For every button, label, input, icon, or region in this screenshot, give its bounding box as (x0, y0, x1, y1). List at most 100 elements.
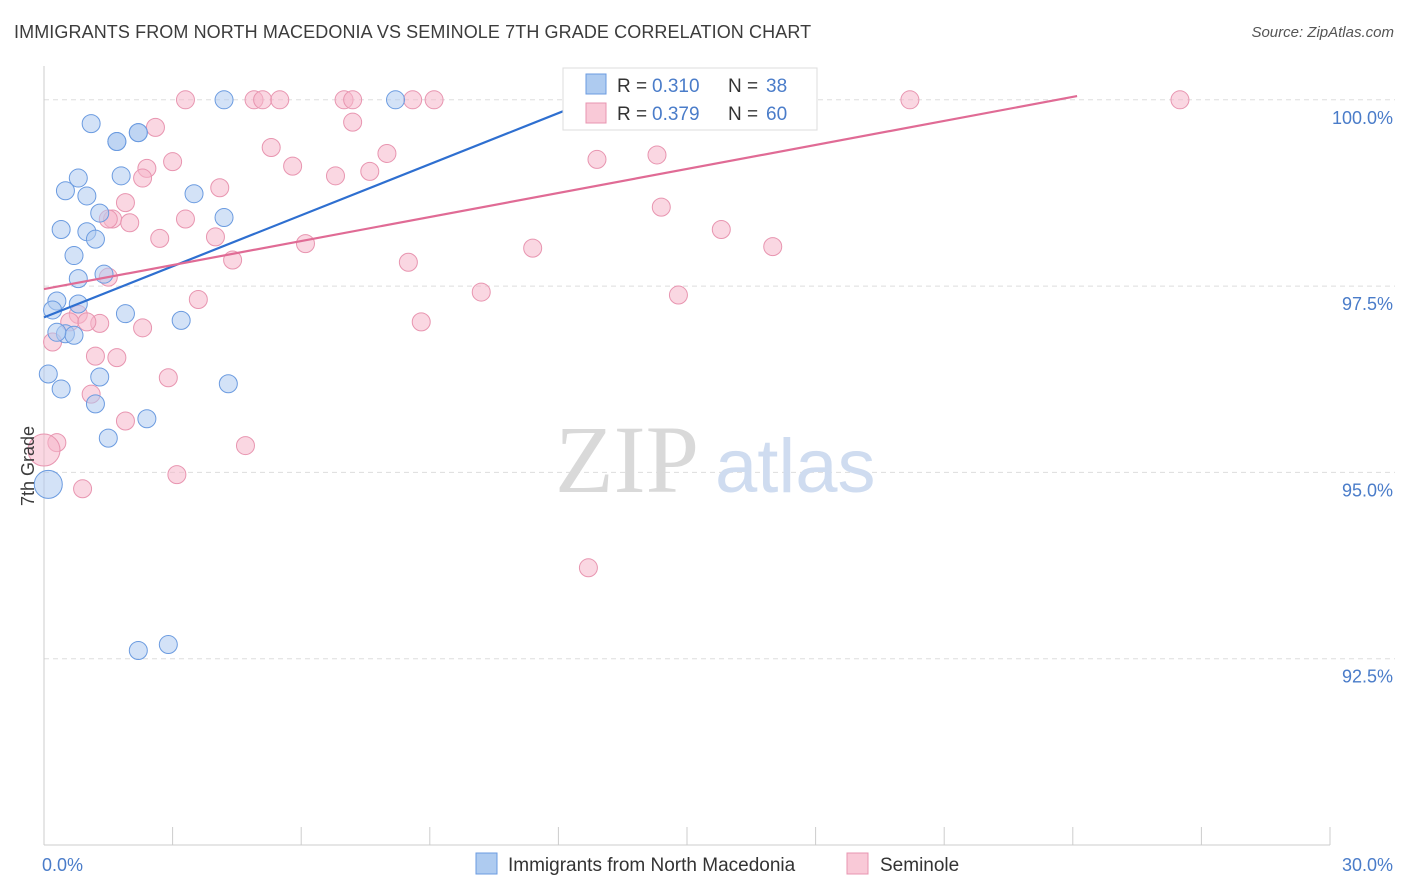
legend-r-label-2: R = (617, 104, 647, 125)
seminole-point-48 (107, 348, 127, 368)
trend-lines (43, 95, 1078, 319)
series-legend: Immigrants from North Macedonia Seminole (475, 852, 959, 876)
legend-r-value-1: 0.310 (652, 76, 700, 97)
seminole-point-53 (235, 436, 255, 456)
seminole-point-17 (163, 152, 183, 172)
seminole-point-11 (343, 112, 363, 132)
macedonia-point-31 (98, 428, 118, 448)
seminole-points (27, 90, 1190, 578)
seminole-point-43 (411, 312, 431, 332)
y-axis-title: 7th Grade (18, 426, 38, 506)
seminole-point-10 (145, 117, 165, 137)
seminole-point-19 (360, 161, 380, 181)
seminole-point-13 (261, 138, 281, 157)
y-tick-label-2: 95.0% (1342, 480, 1393, 500)
y-tick-label-0: 100.0% (1332, 108, 1393, 128)
seminole-point-49 (158, 368, 178, 388)
seminole-point-3 (270, 90, 290, 110)
macedonia-point-29 (85, 394, 105, 414)
macedonia-point-26 (90, 367, 110, 387)
seminole-point-39 (668, 285, 688, 305)
series-legend-label-blue: Immigrants from North Macedonia (508, 855, 796, 876)
macedonia-point-27 (218, 374, 238, 394)
macedonia-point-22 (171, 310, 191, 330)
series-legend-label-pink: Seminole (880, 855, 959, 876)
seminole-point-15 (587, 149, 607, 169)
seminole-point-14 (377, 143, 397, 163)
macedonia-trend-line (43, 95, 602, 319)
seminole-point-57 (27, 433, 61, 467)
tick-labels: 100.0% 97.5% 95.0% 92.5% 0.0% 30.0% (42, 108, 1393, 875)
macedonia-point-10 (214, 208, 234, 228)
legend-n-value-1: 38 (766, 76, 787, 97)
macedonia-point-14 (85, 229, 105, 249)
seminole-point-2 (253, 90, 273, 110)
seminole-point-31 (150, 228, 170, 248)
macedonia-point-7 (184, 184, 204, 204)
seminole-point-20 (325, 166, 345, 186)
legend-r-label-1: R = (617, 76, 647, 97)
seminole-point-45 (133, 318, 153, 338)
legend-n-label-1: N = (728, 76, 758, 97)
macedonia-point-12 (51, 219, 71, 239)
macedonia-point-16 (94, 264, 114, 284)
macedonia-point-32 (33, 469, 63, 499)
seminole-point-8 (900, 90, 920, 110)
seminole-point-33 (763, 237, 783, 257)
macedonia-points (33, 90, 406, 661)
macedonia-point-5 (111, 166, 131, 186)
macedonia-point-6 (68, 168, 88, 188)
legend-swatch-pink (585, 102, 607, 124)
macedonia-point-33 (158, 635, 178, 655)
x-tick-label-1: 30.0% (1342, 855, 1393, 875)
y-tick-label-1: 97.5% (1342, 294, 1393, 314)
series-legend-swatch-pink (846, 852, 869, 875)
macedonia-point-1 (386, 90, 406, 110)
macedonia-point-34 (128, 641, 148, 661)
watermark-zip: ZIP (555, 406, 699, 513)
macedonia-point-2 (81, 114, 101, 134)
macedonia-point-11 (90, 203, 110, 223)
seminole-point-29 (711, 219, 731, 239)
seminole-point-23 (210, 178, 230, 198)
seminole-point-56 (578, 558, 598, 578)
macedonia-point-8 (55, 181, 75, 201)
seminole-point-51 (115, 411, 135, 431)
macedonia-point-24 (64, 325, 84, 345)
macedonia-point-0 (214, 90, 234, 110)
seminole-point-58 (77, 312, 97, 332)
stats-legend: R = 0.310 N = 38 R = 0.379 N = 60 (562, 67, 818, 131)
seminole-point-22 (133, 168, 153, 188)
legend-n-value-2: 60 (766, 104, 787, 125)
macedonia-point-15 (64, 246, 84, 266)
macedonia-point-35 (47, 322, 67, 342)
macedonia-point-36 (128, 123, 148, 143)
legend-n-label-2: N = (728, 104, 758, 125)
watermark-atlas: atlas (715, 424, 876, 509)
legend-swatch-blue (585, 73, 607, 95)
macedonia-point-37 (107, 132, 127, 152)
seminole-point-55 (73, 479, 93, 499)
seminole-point-5 (343, 90, 363, 110)
seminole-point-24 (115, 193, 135, 213)
seminole-point-59 (120, 213, 140, 233)
seminole-point-38 (471, 282, 491, 302)
seminole-point-9 (1170, 90, 1190, 110)
seminole-point-6 (403, 90, 423, 110)
seminole-point-16 (647, 145, 667, 165)
seminole-point-35 (398, 252, 418, 272)
seminole-point-0 (175, 90, 195, 110)
grid-lines (44, 99, 1395, 660)
seminole-point-34 (523, 238, 543, 258)
seminole-point-40 (188, 290, 208, 310)
x-tick-label-0: 0.0% (42, 855, 83, 875)
seminole-point-54 (167, 465, 187, 485)
y-tick-label-3: 92.5% (1342, 667, 1393, 687)
legend-r-value-2: 0.379 (652, 104, 700, 125)
seminole-point-47 (85, 346, 105, 366)
seminole-point-25 (651, 197, 671, 217)
macedonia-point-30 (137, 409, 157, 429)
chart-title: IMMIGRANTS FROM NORTH MACEDONIA VS SEMIN… (14, 22, 812, 42)
seminole-point-7 (424, 90, 444, 110)
